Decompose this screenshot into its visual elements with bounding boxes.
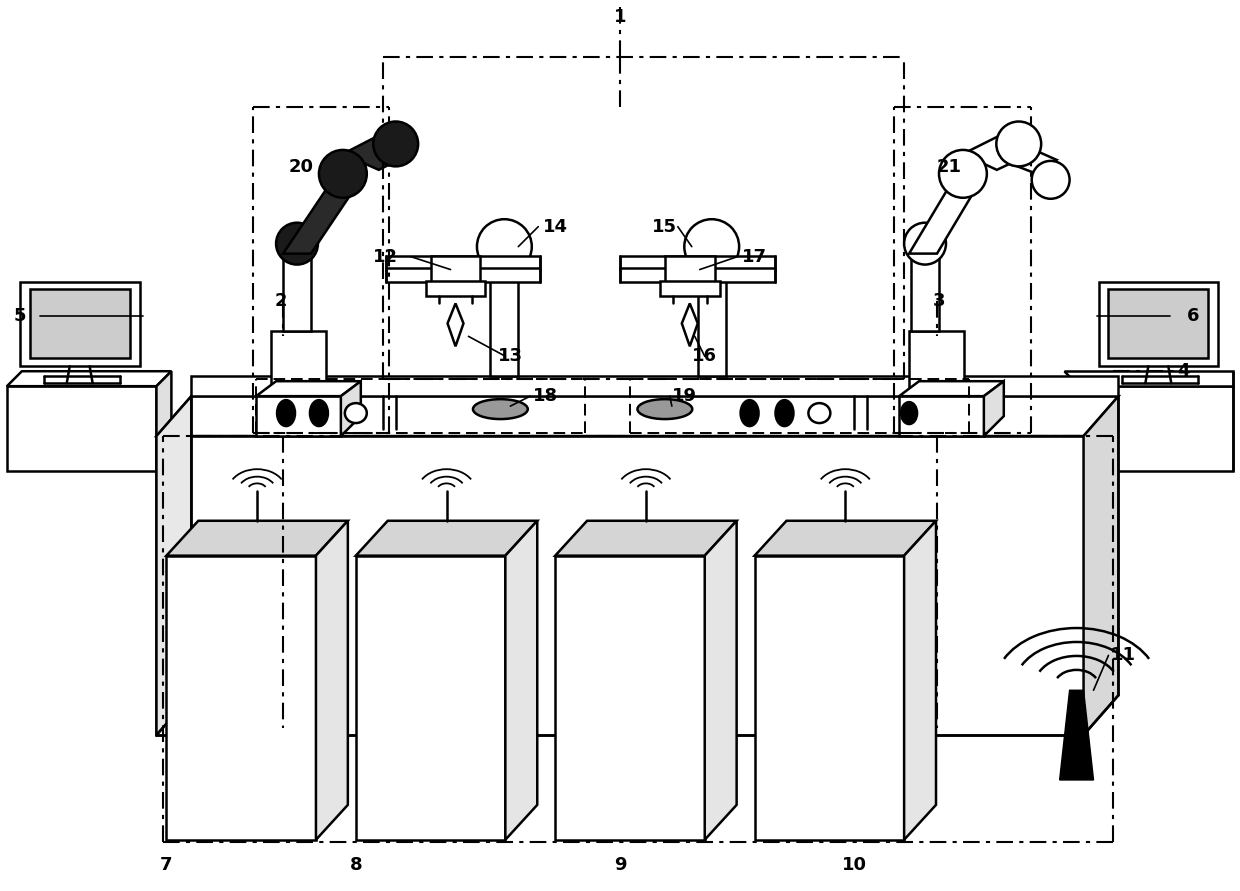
Bar [20,282,140,366]
Polygon shape [755,520,936,556]
Ellipse shape [775,400,794,426]
Text: 15: 15 [652,217,677,236]
Polygon shape [899,396,983,436]
Polygon shape [257,396,341,436]
Text: 9: 9 [614,855,626,874]
Polygon shape [341,381,361,436]
Text: 21: 21 [936,158,961,176]
Ellipse shape [939,150,987,198]
Text: 6: 6 [1187,307,1199,325]
Polygon shape [343,137,410,170]
Bar [430,256,480,282]
Text: 10: 10 [842,855,867,874]
Polygon shape [1064,372,1233,386]
Text: 13: 13 [497,347,523,365]
Ellipse shape [684,219,739,274]
Text: 12: 12 [373,248,398,266]
Polygon shape [1019,152,1056,174]
Text: 5: 5 [14,307,26,325]
Ellipse shape [373,121,418,167]
Polygon shape [356,520,537,556]
Text: 18: 18 [533,388,558,405]
Bar [698,257,725,376]
Polygon shape [682,304,698,347]
Bar [386,256,541,270]
Text: 8: 8 [350,855,362,874]
Polygon shape [506,520,537,839]
Bar [911,247,939,331]
Ellipse shape [637,399,692,419]
Polygon shape [448,304,464,347]
Ellipse shape [904,223,946,265]
Ellipse shape [277,223,317,265]
Bar [620,267,775,282]
Ellipse shape [277,400,295,426]
Text: 7: 7 [160,855,172,874]
Polygon shape [704,520,737,839]
Polygon shape [1079,386,1233,471]
Text: 16: 16 [692,347,717,365]
Text: 14: 14 [543,217,568,236]
Polygon shape [356,556,506,839]
Polygon shape [1084,396,1118,735]
Bar [272,331,326,396]
Polygon shape [963,137,1030,170]
Ellipse shape [310,400,327,426]
Ellipse shape [996,121,1042,167]
Polygon shape [156,396,1118,436]
Bar [909,331,963,396]
Ellipse shape [740,400,759,426]
Text: 20: 20 [289,158,314,176]
Polygon shape [899,381,1004,396]
Polygon shape [257,381,361,396]
Polygon shape [191,376,1118,396]
Ellipse shape [477,219,532,274]
Bar [665,256,714,282]
Bar [30,290,129,358]
Polygon shape [156,372,171,471]
Text: 4: 4 [1177,363,1189,380]
Polygon shape [283,187,356,254]
Text: 1: 1 [614,8,626,27]
Polygon shape [904,520,936,839]
Ellipse shape [1032,161,1070,199]
Ellipse shape [808,403,831,423]
Bar [283,247,311,331]
Bar [620,256,775,270]
Bar [660,281,719,297]
Polygon shape [156,436,1084,735]
Polygon shape [556,556,704,839]
Text: 3: 3 [932,292,945,310]
Text: 11: 11 [1111,646,1136,665]
Ellipse shape [345,403,367,423]
Polygon shape [755,556,904,839]
Polygon shape [156,396,191,735]
Polygon shape [983,381,1004,436]
Polygon shape [166,520,348,556]
Polygon shape [316,520,348,839]
Bar [490,257,518,376]
Polygon shape [909,187,977,254]
Ellipse shape [472,399,528,419]
Text: 17: 17 [742,248,768,266]
Polygon shape [1060,691,1094,780]
Text: 19: 19 [672,388,697,405]
Bar [1099,282,1218,366]
Ellipse shape [901,402,918,424]
Polygon shape [166,556,316,839]
Bar [386,267,541,282]
Polygon shape [7,386,156,471]
Bar [425,281,485,297]
Polygon shape [7,372,171,386]
Ellipse shape [319,150,367,198]
Text: 2: 2 [275,292,288,310]
Bar [1109,290,1208,358]
Polygon shape [556,520,737,556]
